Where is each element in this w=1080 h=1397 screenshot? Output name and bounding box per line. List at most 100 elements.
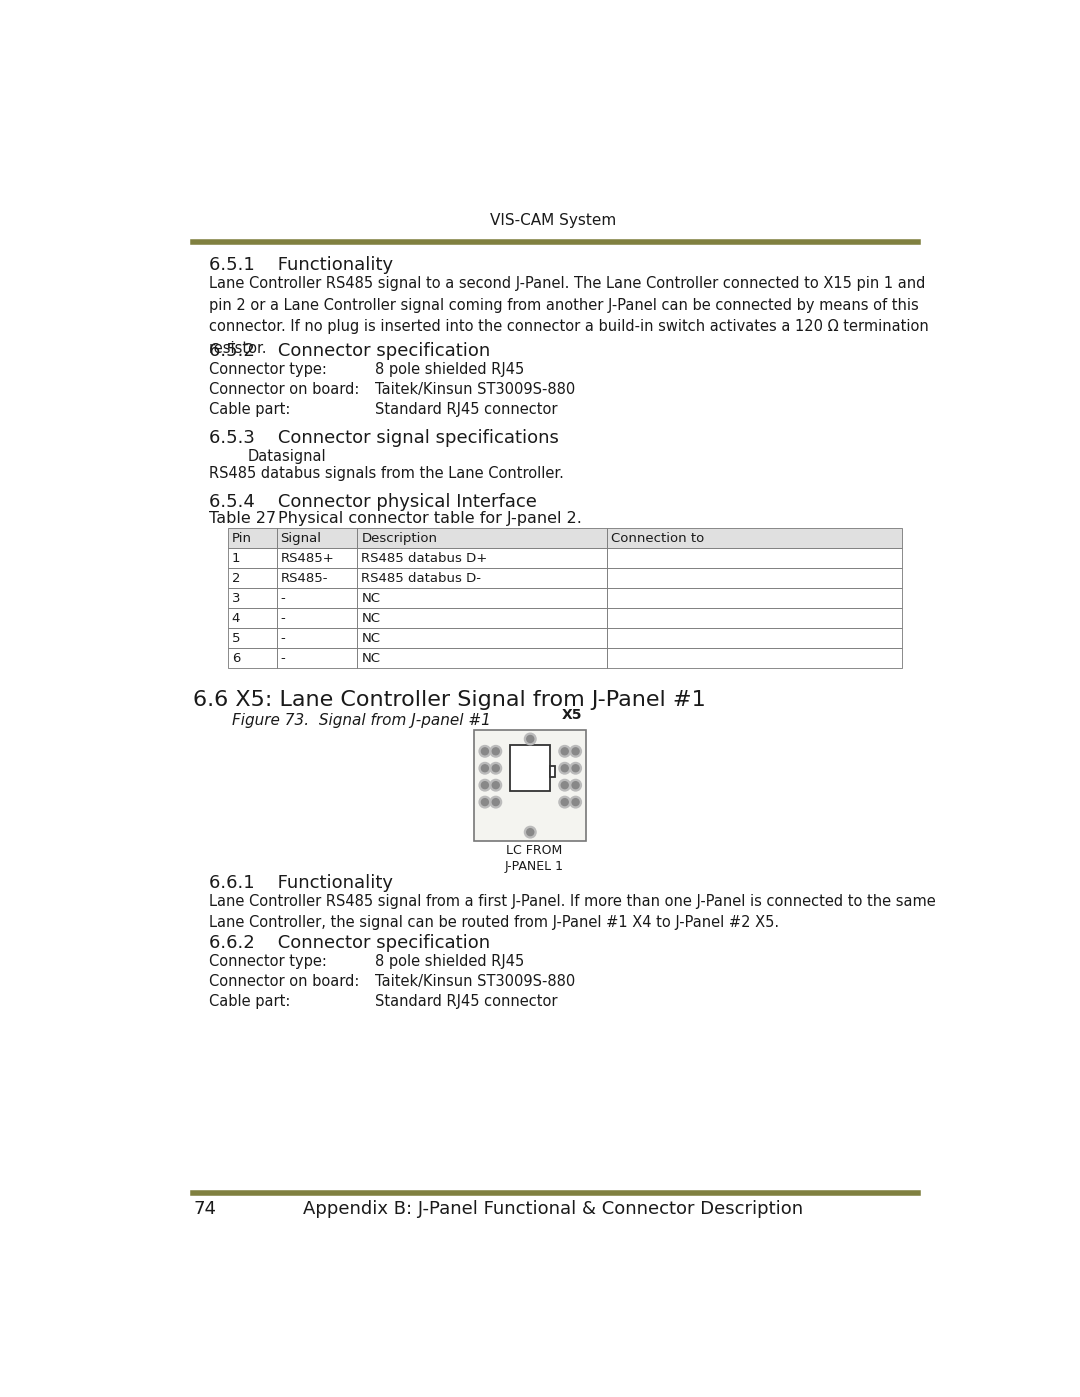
Bar: [510, 745, 551, 791]
Bar: [357, 528, 607, 548]
Circle shape: [492, 764, 499, 771]
Circle shape: [480, 796, 490, 807]
Bar: [474, 729, 586, 841]
Circle shape: [525, 827, 536, 838]
Text: Description: Description: [362, 531, 437, 545]
Circle shape: [570, 796, 581, 807]
Text: Datasignal: Datasignal: [247, 450, 326, 464]
Circle shape: [490, 763, 501, 774]
Bar: [357, 648, 607, 668]
Circle shape: [559, 796, 570, 807]
Circle shape: [480, 763, 490, 774]
Text: X5: X5: [562, 708, 582, 722]
Text: Table 27: Table 27: [208, 511, 275, 527]
Bar: [276, 648, 357, 668]
Bar: [607, 569, 902, 588]
Bar: [228, 528, 276, 548]
Circle shape: [559, 746, 570, 757]
Circle shape: [562, 782, 568, 789]
Text: -: -: [281, 612, 285, 624]
Circle shape: [490, 796, 501, 807]
Circle shape: [525, 733, 536, 745]
Bar: [228, 548, 276, 569]
Text: RS485 databus D+: RS485 databus D+: [362, 552, 487, 564]
Text: NC: NC: [362, 591, 380, 605]
Text: Connection to: Connection to: [611, 531, 704, 545]
Circle shape: [562, 747, 568, 754]
Text: LC FROM
J-PANEL 1: LC FROM J-PANEL 1: [504, 844, 564, 873]
Text: Appendix B: J-Panel Functional & Connector Description: Appendix B: J-Panel Functional & Connect…: [303, 1200, 804, 1218]
Bar: [607, 608, 902, 629]
Text: Connector on board:: Connector on board:: [208, 381, 359, 397]
Circle shape: [480, 780, 490, 791]
Text: 1: 1: [232, 552, 241, 564]
Bar: [228, 629, 276, 648]
Text: 6.5.1    Functionality: 6.5.1 Functionality: [208, 256, 393, 274]
Text: NC: NC: [362, 612, 380, 624]
Circle shape: [490, 780, 501, 791]
Text: Taitek/Kinsun ST3009S-880: Taitek/Kinsun ST3009S-880: [375, 974, 576, 989]
Bar: [357, 569, 607, 588]
Circle shape: [482, 799, 488, 806]
Circle shape: [482, 782, 488, 789]
Text: RS485-: RS485-: [281, 571, 328, 584]
Circle shape: [490, 746, 501, 757]
Text: 4: 4: [232, 612, 240, 624]
Text: Lane Controller RS485 signal to a second J-Panel. The Lane Controller connected : Lane Controller RS485 signal to a second…: [208, 277, 929, 356]
Bar: [276, 548, 357, 569]
Text: Connector type:: Connector type:: [208, 362, 326, 377]
Text: 2: 2: [232, 571, 241, 584]
Bar: [228, 648, 276, 668]
Circle shape: [492, 782, 499, 789]
Text: Taitek/Kinsun ST3009S-880: Taitek/Kinsun ST3009S-880: [375, 381, 576, 397]
Bar: [357, 608, 607, 629]
Bar: [357, 548, 607, 569]
Text: 6.6 X5: Lane Controller Signal from J-Panel #1: 6.6 X5: Lane Controller Signal from J-Pa…: [193, 690, 706, 710]
Text: 8 pole shielded RJ45: 8 pole shielded RJ45: [375, 954, 525, 968]
Text: RS485 databus D-: RS485 databus D-: [362, 571, 482, 584]
Text: 6.5.2    Connector specification: 6.5.2 Connector specification: [208, 342, 490, 359]
Bar: [276, 528, 357, 548]
Text: Connector on board:: Connector on board:: [208, 974, 359, 989]
Text: 6.5.3    Connector signal specifications: 6.5.3 Connector signal specifications: [208, 429, 558, 447]
Bar: [276, 608, 357, 629]
Bar: [357, 588, 607, 608]
Circle shape: [572, 747, 579, 754]
Text: RS485 databus signals from the Lane Controller.: RS485 databus signals from the Lane Cont…: [208, 467, 564, 482]
Circle shape: [570, 780, 581, 791]
Bar: [228, 608, 276, 629]
Circle shape: [562, 799, 568, 806]
Circle shape: [482, 764, 488, 771]
Text: 3: 3: [232, 591, 241, 605]
Bar: [228, 569, 276, 588]
Text: 6.5.4    Connector physical Interface: 6.5.4 Connector physical Interface: [208, 493, 537, 510]
Circle shape: [559, 780, 570, 791]
Bar: [607, 629, 902, 648]
Text: NC: NC: [362, 651, 380, 665]
Text: Figure 73.  Signal from J-panel #1: Figure 73. Signal from J-panel #1: [232, 712, 490, 728]
Text: -: -: [281, 591, 285, 605]
Circle shape: [480, 746, 490, 757]
Text: Standard RJ45 connector: Standard RJ45 connector: [375, 993, 557, 1009]
Circle shape: [527, 828, 534, 835]
Bar: [551, 766, 555, 777]
Text: 5: 5: [232, 631, 241, 644]
Text: Lane Controller RS485 signal from a first J-Panel. If more than one J-Panel is c: Lane Controller RS485 signal from a firs…: [208, 894, 935, 930]
Bar: [607, 648, 902, 668]
Circle shape: [572, 764, 579, 771]
Bar: [607, 528, 902, 548]
Text: -: -: [281, 631, 285, 644]
Bar: [607, 548, 902, 569]
Circle shape: [572, 799, 579, 806]
Circle shape: [482, 747, 488, 754]
Circle shape: [570, 746, 581, 757]
Bar: [276, 569, 357, 588]
Circle shape: [562, 764, 568, 771]
Circle shape: [492, 747, 499, 754]
Text: NC: NC: [362, 631, 380, 644]
Text: 74: 74: [193, 1200, 216, 1218]
Text: -: -: [281, 651, 285, 665]
Circle shape: [570, 763, 581, 774]
Bar: [276, 588, 357, 608]
Text: Cable part:: Cable part:: [208, 402, 291, 416]
